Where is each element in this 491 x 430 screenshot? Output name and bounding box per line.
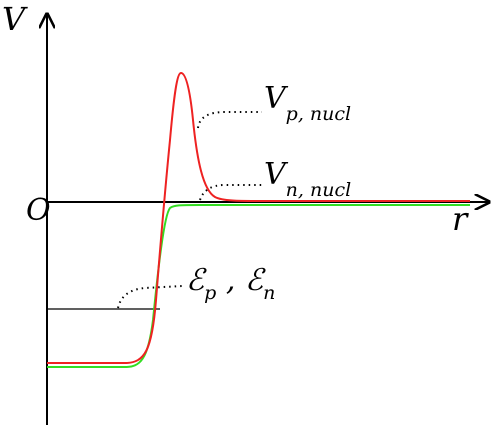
origin-label: O <box>26 193 51 228</box>
separator: , <box>216 263 245 298</box>
subscript: p <box>204 282 216 304</box>
subscript: p, nucl <box>286 103 351 125</box>
symbol: V <box>264 157 289 192</box>
neutron-label: Vn, nucl <box>264 157 351 201</box>
subscript: n <box>263 282 275 304</box>
leader <box>117 285 183 309</box>
symbol: V <box>264 81 289 116</box>
subscript: n, nucl <box>286 179 352 201</box>
symbol: ℰ <box>186 263 207 298</box>
energy-label: ℰp , ℰn <box>186 263 275 304</box>
y-axis-label: V <box>2 0 28 38</box>
symbol: ℰ <box>245 263 266 298</box>
x-axis-label: r <box>452 200 469 238</box>
leader <box>197 111 262 129</box>
proton-label: Vp, nucl <box>264 81 351 125</box>
proton-curve <box>47 71 470 364</box>
